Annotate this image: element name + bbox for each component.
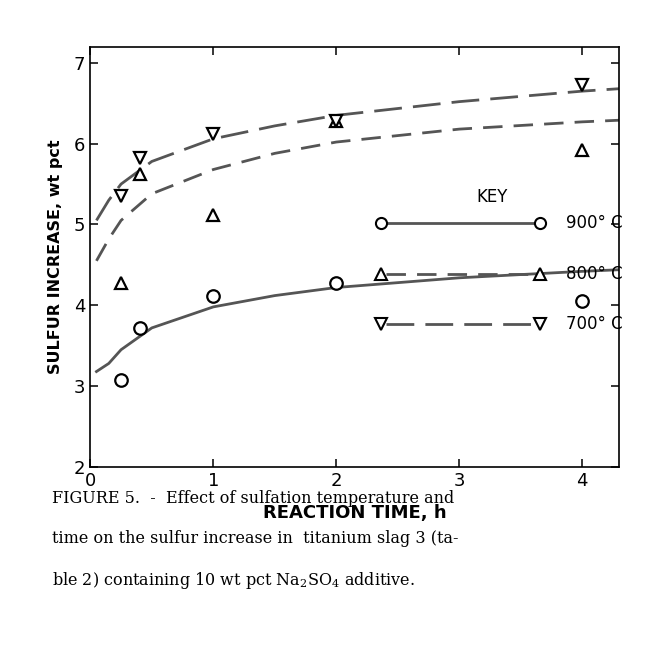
X-axis label: REACTION TIME, h: REACTION TIME, h [263, 504, 446, 522]
Text: FIGURE 5.  -  Effect of sulfation temperature and: FIGURE 5. - Effect of sulfation temperat… [52, 490, 454, 507]
Text: 700° C: 700° C [566, 315, 623, 333]
Text: 900° C: 900° C [566, 214, 623, 232]
Text: time on the sulfur increase in  titanium slag 3 (ta-: time on the sulfur increase in titanium … [52, 530, 458, 547]
Text: 800° C: 800° C [566, 265, 623, 283]
Text: KEY: KEY [477, 188, 508, 206]
Text: ble 2) containing 10 wt pct $\mathregular{Na_2SO_4}$ additive.: ble 2) containing 10 wt pct $\mathregula… [52, 570, 415, 591]
Y-axis label: SULFUR INCREASE, wt pct: SULFUR INCREASE, wt pct [48, 139, 63, 374]
